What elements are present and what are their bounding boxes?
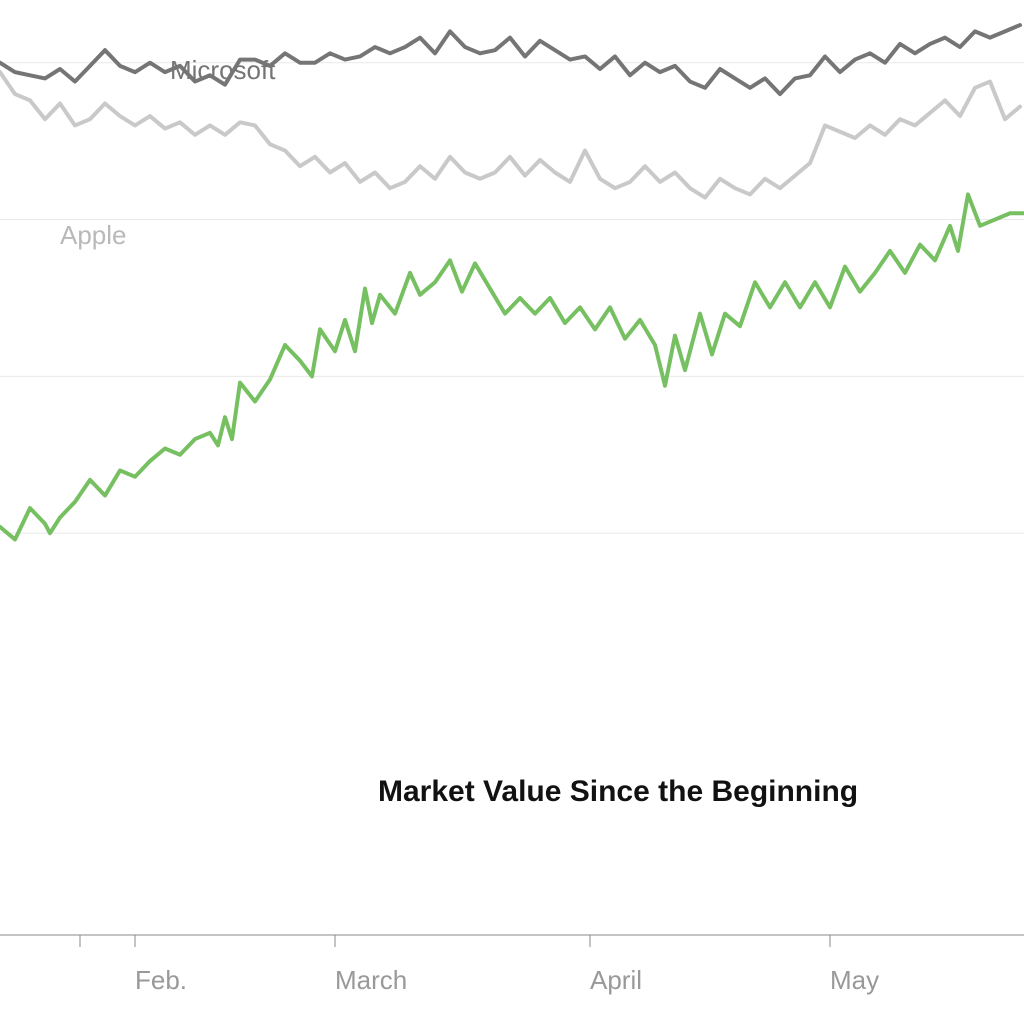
series-label-apple: Apple [60, 220, 127, 251]
x-axis-label: May [830, 965, 879, 996]
x-axis-label: March [335, 965, 407, 996]
series-label-microsoft: Microsoft [170, 55, 275, 86]
chart-title: Market Value Since the Beginning [378, 775, 858, 809]
market-value-chart [0, 0, 1024, 1024]
x-axis-label: April [590, 965, 642, 996]
x-axis-label: Feb. [135, 965, 187, 996]
